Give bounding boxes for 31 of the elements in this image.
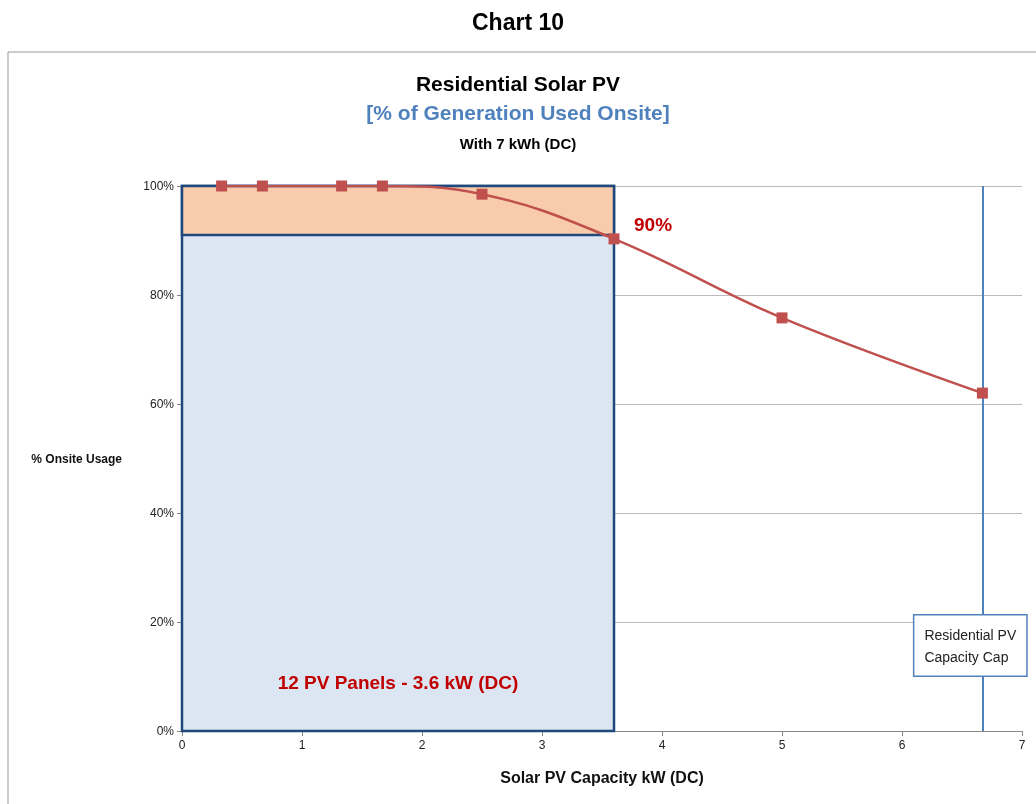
y-tick-label: 60% (149, 397, 175, 411)
annotation: 90% (634, 213, 673, 235)
chart-subtitle: [% of Generation Used Onsite] (366, 101, 670, 124)
chart-title: Residential Solar PV (415, 72, 621, 95)
x-tick-label: 2 (418, 738, 426, 752)
point (216, 180, 228, 192)
point (476, 188, 488, 200)
point (256, 180, 268, 192)
ref-line-label: Residential PV Capacity Cap (924, 626, 1017, 665)
point (336, 180, 348, 192)
x-tick-label: 4 (658, 738, 666, 752)
x-axis-title: Solar PV Capacity kW (DC) (500, 768, 704, 786)
x-tick-label: 0 (178, 738, 186, 752)
band-label: 12 PV Panels - 3.6 kW (DC) (277, 672, 519, 694)
point (608, 233, 620, 245)
point (776, 312, 788, 324)
y-tick-label: 40% (149, 506, 175, 520)
point (976, 387, 988, 399)
x-tick-label: 1 (298, 738, 306, 752)
y-axis-title: % Onsite Usage (31, 451, 123, 466)
y-tick-label: 100% (143, 179, 175, 193)
y-tick-label: 80% (149, 288, 175, 302)
y-tick-label: 20% (149, 615, 175, 629)
text: With 7 kWh (DC) (459, 135, 577, 152)
x-tick-label: 6 (898, 738, 906, 752)
x-tick-label: 7 (1018, 738, 1026, 752)
y-tick-label: 0% (156, 724, 175, 738)
x-tick-label: 5 (778, 738, 786, 752)
caption: Chart 10 (471, 8, 565, 35)
point (376, 180, 388, 192)
x-tick-label: 3 (538, 738, 546, 752)
